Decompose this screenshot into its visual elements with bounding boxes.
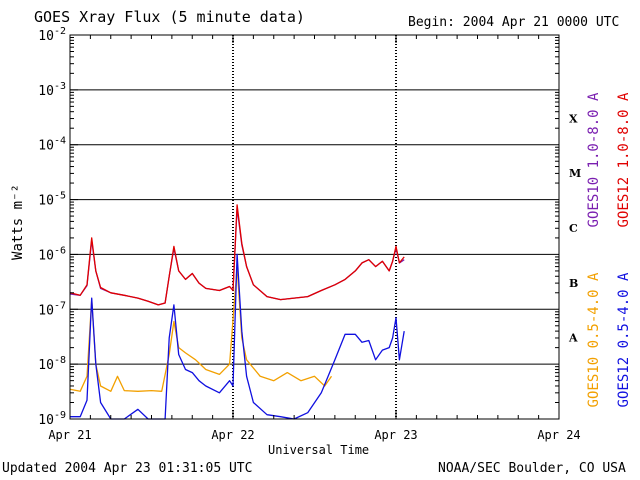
x-tick-label: Apr 23 bbox=[374, 428, 417, 442]
y-tick-label: 10-8 bbox=[38, 355, 66, 373]
y-tick-label: 10-7 bbox=[38, 300, 66, 318]
legend-entry: GOES10 0.5-4.0 A bbox=[586, 272, 602, 407]
flare-class-label: X bbox=[569, 112, 578, 125]
x-tick-label: Apr 24 bbox=[537, 428, 580, 442]
legend-entry: GOES12 0.5-4.0 A bbox=[616, 272, 632, 407]
flare-class-labels: X M C B A bbox=[568, 112, 581, 344]
series-layer bbox=[69, 204, 405, 420]
y-tick-label: 10-5 bbox=[38, 191, 66, 209]
flare-class-label: A bbox=[568, 332, 578, 345]
plot-frame bbox=[69, 34, 560, 420]
legend: GOES10 1.0-8.0 A GOES12 1.0-8.0 A GOES10 0… bbox=[586, 92, 632, 407]
flare-class-label: B bbox=[569, 277, 578, 290]
y-tick-label: 10-4 bbox=[38, 136, 66, 154]
legend-entry: GOES12 1.0-8.0 A bbox=[616, 92, 632, 227]
chart-title: GOES Xray Flux (5 minute data) bbox=[34, 8, 305, 26]
flare-class-label: C bbox=[569, 222, 578, 235]
y-tick-label: 10-9 bbox=[38, 410, 66, 428]
y-axis-ticks: 10-2 10-3 10-4 10-5 10-6 10-7 10-8 10-9 bbox=[38, 26, 559, 428]
legend-entry: GOES10 1.0-8.0 A bbox=[586, 92, 602, 227]
y-tick-label: 10-6 bbox=[38, 245, 66, 263]
y-tick-label: 10-2 bbox=[38, 26, 66, 44]
y-tick-label: 10-3 bbox=[38, 81, 66, 99]
series-line bbox=[69, 204, 405, 306]
grid-layer bbox=[70, 35, 559, 419]
series-line bbox=[70, 253, 405, 420]
x-tick-label: Apr 21 bbox=[48, 428, 91, 442]
begin-time: Begin: 2004 Apr 21 0000 UTC bbox=[408, 15, 620, 30]
x-axis-ticks: Apr 21 Apr 22 Apr 23 Apr 24 bbox=[48, 35, 581, 442]
y-axis-label: Watts m⁻² bbox=[10, 184, 26, 260]
updated-timestamp: Updated 2004 Apr 23 01:31:05 UTC bbox=[2, 461, 253, 476]
x-axis-label: Universal Time bbox=[268, 443, 370, 457]
flare-class-label: M bbox=[569, 167, 581, 180]
credit-text: NOAA/SEC Boulder, CO USA bbox=[438, 461, 626, 476]
series-line bbox=[69, 265, 333, 392]
x-tick-label: Apr 22 bbox=[211, 428, 254, 442]
